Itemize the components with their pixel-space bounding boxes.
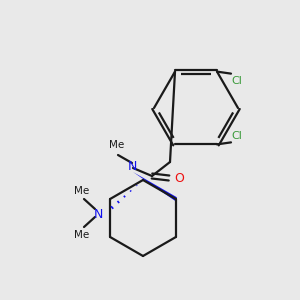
Polygon shape (133, 172, 177, 201)
Text: Me: Me (74, 230, 90, 240)
Text: Cl: Cl (231, 76, 242, 85)
Text: Me: Me (110, 140, 124, 150)
Text: O: O (174, 172, 184, 185)
Text: Me: Me (74, 186, 90, 196)
Text: Cl: Cl (231, 131, 242, 141)
Text: N: N (93, 208, 103, 220)
Text: N: N (127, 160, 137, 173)
